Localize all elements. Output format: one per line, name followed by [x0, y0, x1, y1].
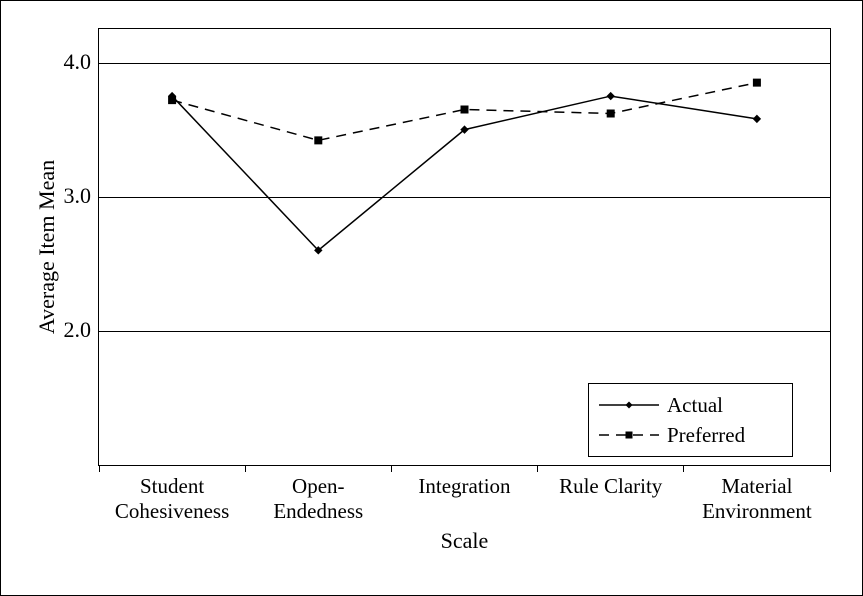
x-tick-mark: [830, 466, 831, 472]
series-marker: [753, 115, 760, 122]
chart-container: Average Item Mean ActualPreferred Scale …: [0, 0, 863, 596]
series-line: [172, 96, 757, 250]
legend-swatch: [599, 425, 659, 445]
x-tick-label: Rule Clarity: [538, 474, 684, 499]
x-tick-mark: [537, 466, 538, 472]
x-tick-label: Open- Endedness: [245, 474, 391, 524]
series-marker: [169, 97, 176, 104]
legend-label: Preferred: [667, 423, 745, 448]
legend-item: Actual: [599, 390, 782, 420]
gridline: [99, 197, 830, 198]
x-tick-label: Material Environment: [684, 474, 830, 524]
y-tick-label: 2.0: [53, 317, 91, 343]
series-marker: [607, 110, 614, 117]
legend-swatch: [599, 395, 659, 415]
plot-area: Actual Preferred: [98, 28, 831, 466]
y-tick-label: 3.0: [53, 183, 91, 209]
x-tick-label: Integration: [391, 474, 537, 499]
gridline: [99, 63, 830, 64]
x-tick-mark: [391, 466, 392, 472]
series-marker: [607, 93, 614, 100]
series-marker: [461, 106, 468, 113]
x-tick-mark: [683, 466, 684, 472]
x-tick-label: Student Cohesiveness: [99, 474, 245, 524]
x-tick-mark: [245, 466, 246, 472]
x-axis-title: Scale: [98, 528, 831, 554]
series-marker: [753, 79, 760, 86]
legend-item: Preferred: [599, 420, 782, 450]
x-tick-mark: [99, 466, 100, 472]
y-tick-label: 4.0: [53, 49, 91, 75]
series-marker: [315, 137, 322, 144]
legend: Actual Preferred: [588, 383, 793, 457]
gridline: [99, 331, 830, 332]
legend-label: Actual: [667, 393, 723, 418]
